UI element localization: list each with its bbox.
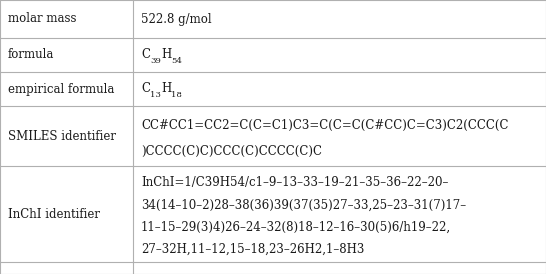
Text: C: C <box>141 48 150 61</box>
Text: 34(14–10–2)28–38(36)39(37(35)27–33,25–23–31(7)17–: 34(14–10–2)28–38(36)39(37(35)27–33,25–23… <box>141 199 466 212</box>
Text: 27–32H,11–12,15–18,23–26H2,1–8H3: 27–32H,11–12,15–18,23–26H2,1–8H3 <box>141 243 364 256</box>
Text: H: H <box>161 82 171 96</box>
Text: InChI identifier: InChI identifier <box>8 207 100 221</box>
Text: 522.8 g/mol: 522.8 g/mol <box>141 13 212 25</box>
Text: 54: 54 <box>171 57 182 65</box>
Text: C: C <box>141 82 150 96</box>
Text: molar mass: molar mass <box>8 13 76 25</box>
Text: 18: 18 <box>171 91 182 99</box>
Text: )CCCC(C)C)CCC(C)CCCC(C)C: )CCCC(C)C)CCC(C)CCCC(C)C <box>141 145 322 158</box>
Text: empirical formula: empirical formula <box>8 82 114 96</box>
Text: 39: 39 <box>150 57 161 65</box>
Text: CC#CC1=CC2=C(C=C1)C3=C(C=C(C#CC)C=C3)C2(CCC(C: CC#CC1=CC2=C(C=C1)C3=C(C=C(C#CC)C=C3)C2(… <box>141 119 508 132</box>
Text: H: H <box>161 48 171 61</box>
Text: 13: 13 <box>150 91 161 99</box>
Text: SMILES identifier: SMILES identifier <box>8 130 116 142</box>
Text: 11–15–29(3)4)26–24–32(8)18–12–16–30(5)6/h19–22,: 11–15–29(3)4)26–24–32(8)18–12–16–30(5)6/… <box>141 221 451 234</box>
Text: formula: formula <box>8 48 55 61</box>
Text: InChI=1/C39H54/c1–9–13–33–19–21–35–36–22–20–: InChI=1/C39H54/c1–9–13–33–19–21–35–36–22… <box>141 176 448 189</box>
